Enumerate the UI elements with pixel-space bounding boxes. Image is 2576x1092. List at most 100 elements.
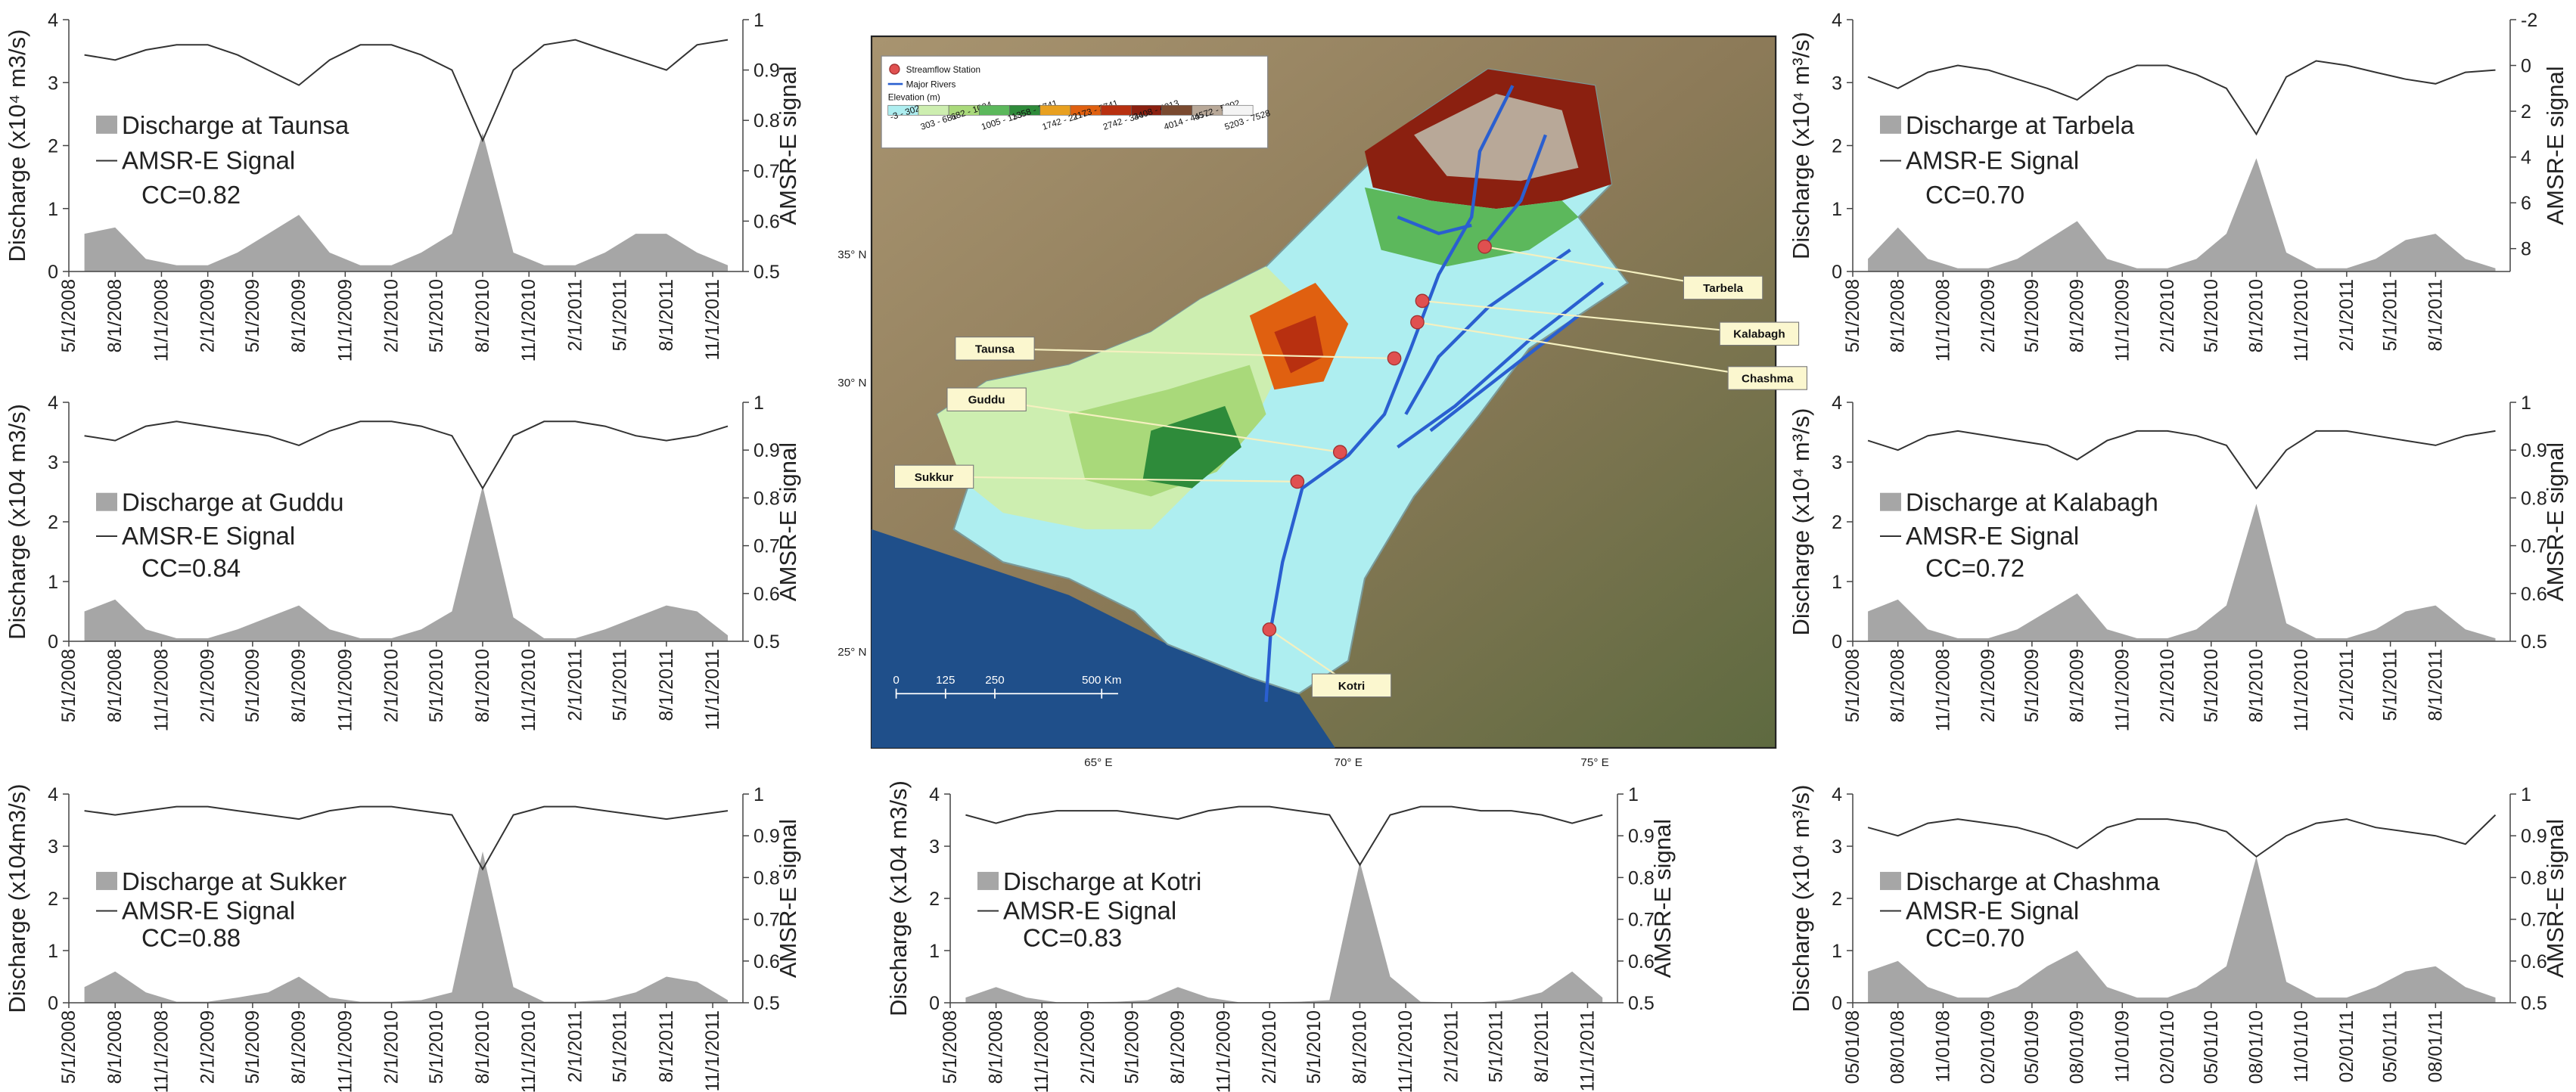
y-tick-label: 0: [48, 631, 58, 653]
x-tick-label: 08/01/11: [2425, 1010, 2446, 1082]
y2-tick-label: 0.6: [2521, 951, 2547, 973]
x-tick-label: 5/1/2008: [58, 1010, 79, 1084]
y-tick-label: 2: [1832, 512, 1842, 533]
x-tick-label: 11/1/2010: [2291, 649, 2312, 731]
scale-label: 250: [985, 674, 1004, 687]
y-tick-label: 0: [929, 993, 940, 1014]
annotation: CC=0.88: [141, 923, 241, 951]
x-tick-label: 5/1/2010: [426, 649, 447, 722]
y-tick-label: 4: [48, 10, 58, 31]
x-tick-label: 11/1/2008: [1932, 279, 1953, 361]
x-tick-label: 8/1/2009: [2067, 279, 2088, 352]
x-tick-label: 8/1/2011: [1531, 1010, 1552, 1082]
y2-tick-label: 0.5: [1628, 993, 1655, 1014]
y2-axis-title: AMSR-E signal: [2542, 442, 2568, 601]
x-tick-label: 2/1/2011: [2336, 279, 2357, 351]
x-tick-label: 11/1/2010: [2291, 279, 2312, 361]
x-tick-label: 02/01/11: [2336, 1010, 2357, 1082]
river: [1397, 281, 1605, 449]
x-tick-label: 11/1/2009: [2111, 649, 2133, 731]
y2-tick-label: 0.9: [754, 60, 780, 82]
x-tick-label: 11/1/2008: [1031, 1010, 1052, 1092]
x-tick-label: 5/1/2011: [610, 279, 631, 351]
x-tick-label: 8/1/2011: [656, 649, 677, 721]
x-tick-label: 8/1/2011: [656, 1010, 677, 1082]
legend-station-symbol: [889, 64, 900, 75]
discharge-area: [84, 851, 729, 1003]
y-tick-label: 2: [48, 889, 58, 910]
x-tick-label: 5/1/2009: [242, 1010, 263, 1084]
signal-line: [84, 420, 729, 490]
y2-tick-label: 0.9: [2521, 440, 2547, 461]
y2-tick-label: -2: [2521, 10, 2537, 31]
y2-tick-label: 0.7: [2521, 536, 2547, 557]
y2-tick-label: 1: [754, 784, 764, 805]
y-axis-title: Discharge (x104 m3/s): [4, 404, 30, 640]
annotation: CC=0.84: [141, 554, 241, 582]
x-tick-label: 8/1/2009: [1167, 1010, 1189, 1084]
x-tick-label: 2/1/2010: [381, 1010, 402, 1084]
legend-label: Discharge at Sukker: [122, 867, 346, 895]
station-label: Guddu: [968, 394, 1005, 407]
y2-tick-label: 2: [2521, 101, 2531, 123]
y2-tick-label: 8: [2521, 239, 2531, 260]
x-tick-label: 8/1/2008: [1888, 279, 1909, 352]
y2-tick-label: 4: [2521, 147, 2531, 169]
station: [1478, 239, 1492, 254]
y-axis-title: Discharge (x10⁴ m³/s): [1788, 32, 1814, 259]
x-tick-label: 11/1/2011: [702, 279, 723, 361]
x-tick-label: 5/1/2009: [2021, 279, 2043, 352]
y-tick-label: 0: [1832, 631, 1842, 653]
x-tick-label: 05/01/11: [2380, 1010, 2401, 1082]
charts: 0 1 2 3 4 0.5 0.6 0.7 0.8 0.9 1 5/1/2008 8/1/2008 11/…: [4, 10, 2568, 1092]
river: [1481, 134, 1547, 248]
station: [1290, 474, 1305, 489]
x-tick-label: 5/1/2011: [610, 1010, 631, 1082]
y2-tick-label: 0.6: [754, 584, 780, 605]
station: [1332, 445, 1347, 460]
legend-label: AMSR-E Signal: [1906, 146, 2079, 174]
y2-axis-title: AMSR-E signal: [775, 819, 801, 978]
x-tick-label: 11/1/2009: [1213, 1010, 1235, 1092]
station-leader: [1417, 321, 1768, 380]
latitude-label: 30° N: [837, 377, 866, 389]
station-label-box: [1311, 673, 1392, 698]
y-axis-title: Discharge (x104 m3/s): [885, 780, 912, 1016]
station-label: Kalabagh: [1733, 328, 1785, 341]
x-tick-label: 2/1/2010: [381, 649, 402, 722]
signal-line: [1867, 814, 2497, 858]
x-tick-label: 8/1/2008: [104, 279, 126, 352]
legend-swatch: [96, 115, 117, 134]
signal-line: [1867, 430, 2496, 490]
y-tick-label: 0: [1832, 993, 1842, 1014]
y-tick-label: 3: [929, 836, 940, 858]
x-tick-label: 5/1/2011: [2380, 649, 2401, 721]
x-tick-label: 05/01/10: [2201, 1010, 2222, 1084]
scale: 0 125 250 500 Km: [893, 674, 1121, 699]
signal-line: [84, 805, 729, 871]
station-label: Kotri: [1338, 680, 1365, 693]
x-tick-label: 8/1/2008: [986, 1010, 1007, 1084]
annotation: CC=0.82: [141, 181, 241, 209]
y-tick-label: 1: [48, 199, 58, 220]
x-tick-label: 11/1/2008: [151, 279, 172, 361]
x-tick-label: 2/1/2010: [1259, 1010, 1280, 1084]
y2-tick-label: 0.9: [2521, 826, 2547, 847]
x-tick-label: 2/1/2009: [1077, 1010, 1098, 1084]
y2-tick-label: 0.8: [2521, 488, 2547, 509]
y2-tick-label: 0.5: [754, 631, 780, 653]
y2-tick-label: 0.7: [2521, 910, 2547, 931]
x-tick-label: 8/1/2010: [1349, 1010, 1370, 1084]
y-tick-label: 3: [48, 73, 58, 94]
x-tick-label: 11/1/2011: [1577, 1010, 1598, 1092]
y2-tick-label: 0.7: [754, 910, 780, 931]
x-tick-label: 2/1/2009: [1978, 279, 1999, 352]
x-tick-label: 2/1/2010: [381, 279, 402, 352]
x-tick-label: 8/1/2011: [2425, 279, 2446, 351]
station-leader: [994, 347, 1395, 359]
y2-axis-title: AMSR-E signal: [2542, 819, 2568, 978]
y2-tick-label: 0.7: [1628, 910, 1655, 931]
y-tick-label: 1: [929, 941, 940, 962]
x-tick-label: 02/01/10: [2157, 1010, 2178, 1084]
